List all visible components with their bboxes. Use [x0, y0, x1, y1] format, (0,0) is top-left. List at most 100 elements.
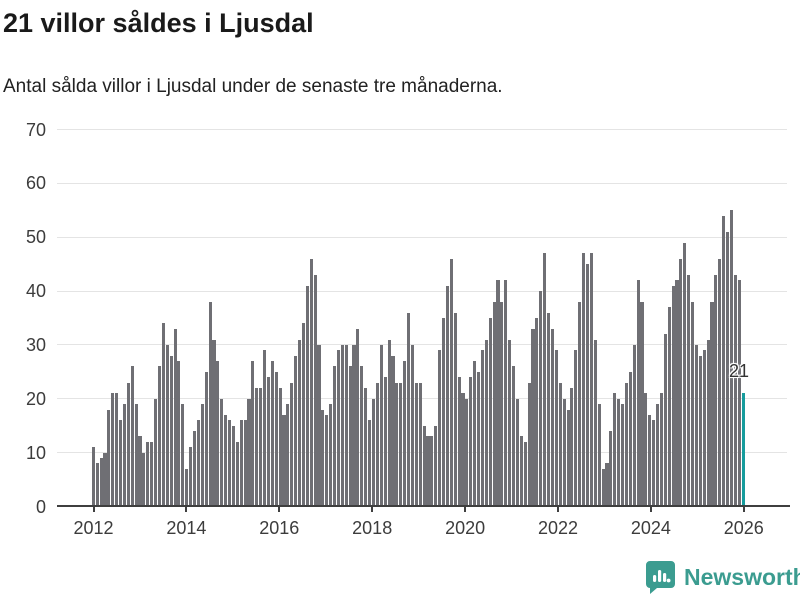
- bar: [251, 361, 255, 507]
- bar: [266, 377, 270, 507]
- bar-chart-speech-bubble-icon: [646, 561, 675, 594]
- bar: [259, 388, 263, 507]
- bar: [282, 414, 286, 507]
- bar: [531, 328, 535, 507]
- bar: [298, 339, 302, 507]
- bar: [547, 312, 551, 507]
- bar: [566, 409, 570, 507]
- x-axis-label: 2022: [537, 518, 579, 538]
- newsworthy-logo: Newsworthy: [645, 560, 800, 594]
- bar: [550, 328, 555, 507]
- x-axis-tick: [649, 507, 652, 512]
- bar: [200, 404, 204, 507]
- gridline: [57, 398, 787, 400]
- bar: [473, 361, 477, 507]
- bar: [181, 404, 185, 507]
- y-axis-label: 50: [25, 227, 46, 248]
- bar: [562, 398, 566, 507]
- x-axis-label: 2024: [630, 518, 671, 538]
- bar: [632, 344, 636, 507]
- bar: [130, 366, 134, 507]
- bar: [624, 382, 628, 507]
- bar: [134, 404, 138, 507]
- bar: [480, 350, 484, 507]
- bar: [652, 420, 656, 507]
- x-axis-tick: [742, 507, 745, 512]
- x-axis-tick: [92, 507, 95, 512]
- bar: [313, 274, 317, 507]
- bar: [729, 210, 734, 507]
- bar: [570, 388, 574, 507]
- bar: [173, 328, 177, 507]
- bar: [371, 398, 376, 507]
- gridline: [57, 344, 787, 346]
- x-axis-label: 2016: [259, 518, 300, 538]
- bar: [461, 393, 465, 507]
- x-axis-label: 2020: [445, 518, 486, 538]
- y-axis-label: 0: [35, 496, 46, 517]
- bar: [410, 344, 414, 507]
- y-axis-label: 70: [25, 119, 46, 140]
- bar: [99, 458, 103, 507]
- bar: [406, 312, 411, 507]
- bar: [290, 382, 294, 507]
- y-axis-label: 30: [25, 334, 46, 355]
- bar: [574, 350, 578, 507]
- bar: [655, 404, 660, 507]
- bar: [286, 404, 290, 507]
- bar: [515, 398, 519, 507]
- bar: [671, 285, 675, 507]
- x-axis-tick: [185, 507, 188, 512]
- bar: [126, 382, 130, 507]
- bar: [122, 404, 127, 507]
- highlighted-bar: [741, 393, 745, 507]
- bar: [91, 447, 95, 507]
- bar: [309, 258, 313, 507]
- bar: [737, 280, 741, 507]
- bar: [582, 253, 586, 507]
- bar: [142, 452, 146, 507]
- y-axis-label: 10: [25, 442, 46, 463]
- bar: [154, 398, 158, 507]
- bar: [227, 420, 232, 507]
- bar: [465, 398, 469, 507]
- bar: [95, 463, 99, 507]
- logo-text: Newsworthy: [684, 563, 800, 590]
- bar: [208, 301, 212, 507]
- bar: [169, 355, 173, 507]
- bar: [694, 344, 698, 507]
- bar: [449, 258, 453, 507]
- bar: [243, 420, 247, 507]
- bar: [663, 334, 667, 507]
- bar: [360, 366, 364, 507]
- bar: [636, 280, 640, 507]
- bar: [613, 393, 617, 507]
- bar: [418, 382, 422, 507]
- bar: [185, 468, 189, 507]
- bar: [597, 404, 601, 507]
- bar: [379, 344, 383, 507]
- x-axis-tick: [278, 507, 281, 512]
- bar: [492, 301, 496, 507]
- bar: [196, 420, 200, 507]
- bar: [706, 339, 710, 507]
- bar: [733, 274, 737, 507]
- bar: [403, 361, 407, 507]
- bar: [438, 350, 442, 507]
- y-axis-label: 20: [25, 388, 46, 409]
- bar: [274, 371, 278, 507]
- bar: [146, 441, 150, 507]
- bar: [138, 436, 142, 507]
- bar: [375, 382, 379, 507]
- bar: [270, 361, 274, 507]
- gridline: [57, 236, 787, 238]
- gridline: [57, 182, 787, 184]
- bar: [119, 420, 123, 507]
- x-axis-label: 2026: [723, 518, 764, 538]
- bar: [445, 285, 449, 507]
- bar: [356, 328, 360, 507]
- bar: [212, 339, 216, 507]
- bar: [333, 366, 337, 507]
- bar: [578, 301, 582, 507]
